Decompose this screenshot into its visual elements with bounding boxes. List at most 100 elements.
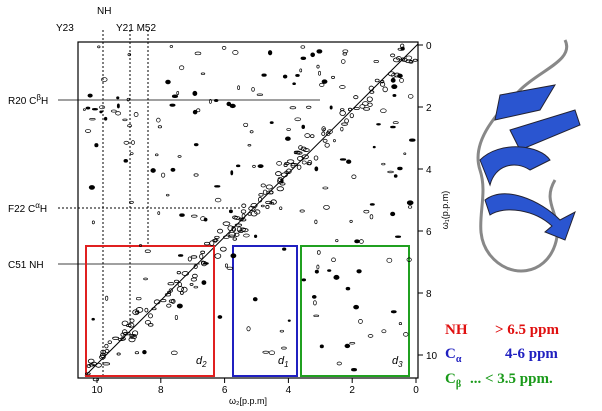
peak xyxy=(339,110,346,116)
peak xyxy=(193,285,199,289)
peak xyxy=(156,117,161,123)
peak xyxy=(138,244,143,247)
peak xyxy=(214,185,221,188)
peak xyxy=(366,96,373,103)
peak xyxy=(235,164,241,168)
peak xyxy=(257,196,263,203)
peak xyxy=(151,307,157,311)
peak xyxy=(247,144,252,147)
peak xyxy=(192,90,198,96)
peak xyxy=(247,212,252,216)
peak xyxy=(248,206,256,211)
peak xyxy=(240,209,247,214)
peak xyxy=(107,340,113,345)
peak xyxy=(412,58,418,62)
peak xyxy=(189,282,194,286)
peak xyxy=(133,112,139,118)
peak xyxy=(298,145,303,150)
peak xyxy=(279,206,283,210)
peak xyxy=(232,226,236,232)
left-label: C51 NH xyxy=(8,260,44,271)
peak xyxy=(379,81,386,87)
peak xyxy=(333,274,340,280)
y-tick-label: 10 xyxy=(426,351,438,362)
peak xyxy=(127,124,132,128)
peak xyxy=(190,277,197,282)
peak xyxy=(100,349,107,355)
label-text: d xyxy=(392,355,399,367)
peak xyxy=(148,313,153,319)
peak xyxy=(296,151,303,155)
label-sup: α xyxy=(35,201,40,210)
peak xyxy=(339,108,345,112)
peak xyxy=(390,53,396,58)
peak xyxy=(192,109,198,115)
peak xyxy=(179,213,185,217)
peak xyxy=(129,200,134,204)
peak xyxy=(110,109,117,113)
region-label: d1 xyxy=(278,355,289,369)
peak xyxy=(281,346,287,350)
label-sup: β xyxy=(36,93,41,102)
peak xyxy=(228,231,237,238)
peak xyxy=(155,153,159,157)
peak xyxy=(314,166,319,172)
peak xyxy=(345,286,351,291)
peak xyxy=(176,303,183,309)
peak xyxy=(300,45,306,49)
peak xyxy=(392,94,397,97)
peak xyxy=(143,277,148,281)
peak xyxy=(376,123,381,126)
peak xyxy=(340,59,346,64)
peak xyxy=(335,239,339,243)
peak xyxy=(147,323,154,327)
peak xyxy=(293,150,298,155)
x-tick-label: 0 xyxy=(413,385,419,396)
peak xyxy=(300,56,307,60)
peak xyxy=(340,126,344,132)
peak xyxy=(346,159,352,164)
peak xyxy=(349,342,356,345)
x-axis-label: ω₂[p.p.m] xyxy=(229,396,267,406)
peak xyxy=(250,210,258,217)
x-tick-label: 4 xyxy=(286,385,292,396)
peak xyxy=(322,138,328,143)
peak xyxy=(268,350,276,356)
peak xyxy=(351,174,357,179)
peak xyxy=(193,264,198,269)
peak xyxy=(289,106,297,110)
peak xyxy=(99,110,103,114)
peak xyxy=(161,172,166,178)
label-text: F22 C xyxy=(8,204,35,215)
peak xyxy=(115,111,122,116)
peak xyxy=(316,250,321,255)
peak xyxy=(126,97,130,102)
peak xyxy=(280,172,288,178)
peak xyxy=(260,204,265,208)
peak xyxy=(121,320,129,327)
peak xyxy=(342,52,348,56)
peak xyxy=(331,75,336,79)
peak xyxy=(181,286,188,293)
peak xyxy=(374,78,380,83)
peak xyxy=(132,309,140,316)
peak xyxy=(193,143,199,147)
peak xyxy=(251,87,255,92)
legend-sub: α xyxy=(456,354,462,365)
peak xyxy=(224,263,228,268)
peak xyxy=(254,209,261,215)
peak xyxy=(380,80,385,84)
label-text: H xyxy=(40,204,47,215)
peak xyxy=(403,332,409,337)
peak xyxy=(177,282,183,288)
peak xyxy=(351,368,357,372)
peak xyxy=(395,235,402,238)
label-sub: 2 xyxy=(201,360,207,369)
peak xyxy=(344,118,349,124)
peak xyxy=(287,319,291,322)
peak xyxy=(170,167,176,172)
peak xyxy=(390,125,396,129)
peak xyxy=(276,186,284,192)
peak xyxy=(347,107,353,112)
peak xyxy=(201,280,207,285)
